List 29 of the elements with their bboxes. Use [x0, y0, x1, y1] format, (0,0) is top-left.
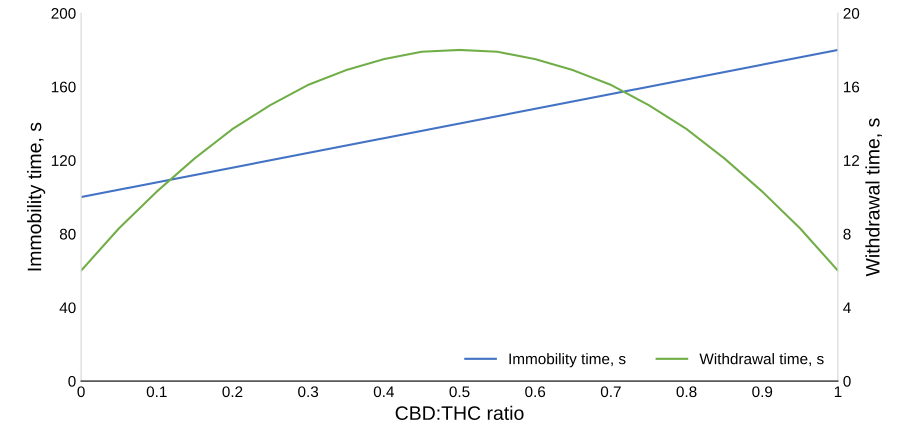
x-tick-label: 0.3 [298, 386, 318, 398]
y2-tick-label: 0 [843, 376, 851, 387]
y2-tick-label: 20 [844, 8, 860, 19]
x-tick-label: 0 [77, 386, 85, 398]
x-tick-label: 0.5 [449, 386, 470, 398]
y-tick-label: 0 [68, 376, 76, 387]
legend-label: Immobility time, s [509, 353, 626, 368]
x-tick-label: 0.6 [525, 386, 546, 398]
y-tick-label: 200 [52, 8, 76, 19]
line-series [81, 48, 838, 272]
y-tick-label: 120 [52, 155, 76, 166]
x-tick-label: 0.7 [600, 386, 621, 398]
y2-tick-label: 4 [843, 302, 851, 314]
x-tick-label: 0.4 [374, 386, 394, 398]
x-axis-title: CBD:THC ratio [396, 406, 524, 420]
y2-tick-label: 8 [843, 228, 851, 240]
y-tick-label: 40 [60, 302, 76, 314]
y2-axis-title: Withdrawal time, s [865, 118, 882, 276]
x-tick-label: 0.8 [676, 386, 697, 398]
y-axis-title: Immobility time, s [27, 122, 46, 270]
x-tick-label: 1 [834, 386, 842, 397]
y-tick-label: 80 [60, 228, 76, 240]
y2-tick-label: 12 [844, 155, 860, 166]
x-tick-label: 0.2 [222, 386, 242, 398]
legend-label: Withdrawal time, s [699, 353, 824, 366]
x-tick-label: 0.1 [146, 386, 167, 398]
y-tick-label: 160 [52, 82, 76, 92]
x-tick-label: 0.9 [752, 386, 772, 398]
y2-tick-label: 16 [844, 82, 860, 92]
